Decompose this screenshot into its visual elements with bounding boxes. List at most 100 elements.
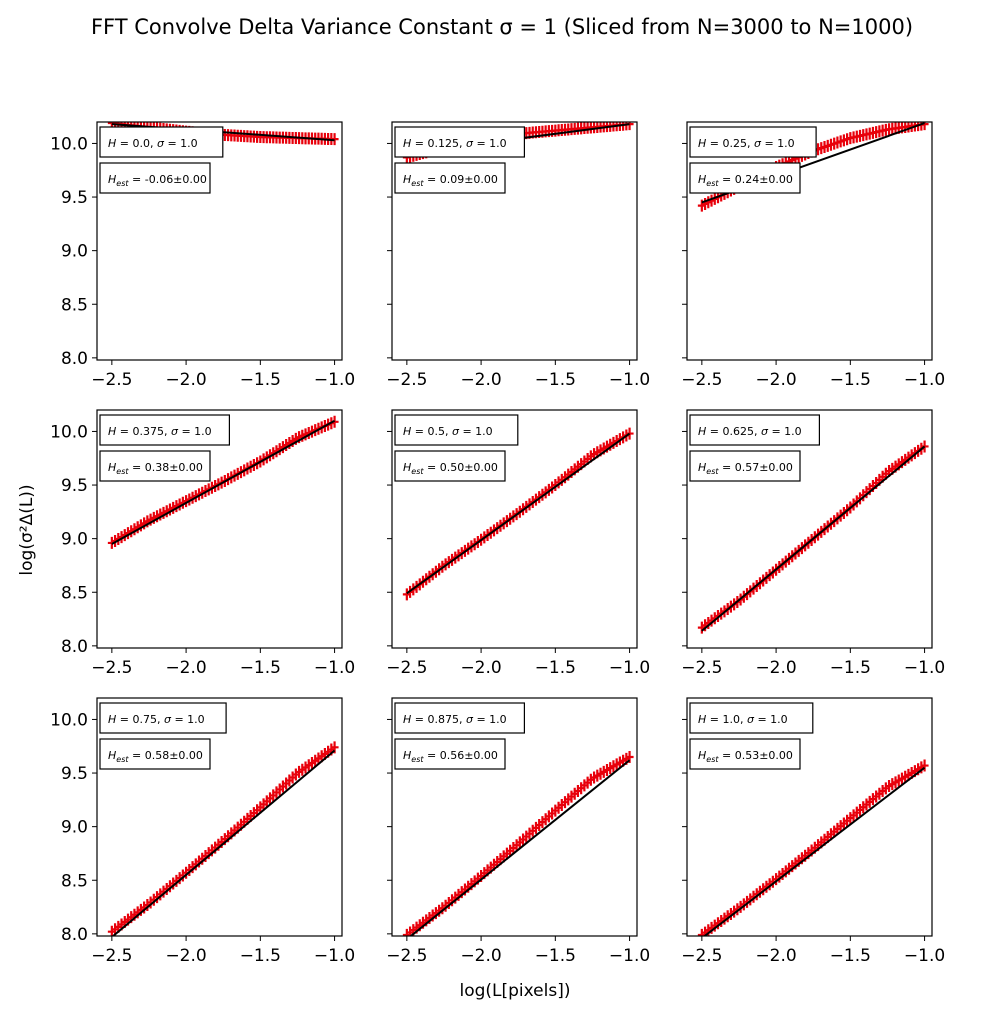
label-box-h: H = 0.25, σ = 1.0 <box>689 126 817 158</box>
annotation-text: H = 0.625, σ = 1.0 <box>698 425 802 438</box>
x-tick-label: −1.0 <box>314 658 355 678</box>
x-tick-label: −1.5 <box>240 370 281 390</box>
x-tick-label: −2.5 <box>681 946 722 966</box>
x-tick-label: −2.5 <box>386 658 427 678</box>
annotation-text: Hest = 0.58±0.00 <box>108 749 203 764</box>
x-tick-label: −1.5 <box>240 946 281 966</box>
label-box-hest: Hest = 0.50±0.00 <box>394 450 506 482</box>
fit-line <box>701 445 926 632</box>
axes-frame <box>391 121 638 361</box>
label-box-h: H = 1.0, σ = 1.0 <box>689 702 814 734</box>
x-tick-label: −1.5 <box>535 658 576 678</box>
plot-area <box>402 427 634 601</box>
subplot-8: −2.5 −2.0 −1.5 −1.0 H = 0.875, σ = 1.0 Hest =… <box>386 697 650 966</box>
label-box-h: H = 0.125, σ = 1.0 <box>394 126 525 158</box>
annotation-text: H = 0.75, σ = 1.0 <box>108 713 205 726</box>
figure-title: FFT Convolve Delta Variance Constant σ =… <box>91 15 913 39</box>
annotation-box <box>689 702 814 734</box>
x-tick-label: −1.0 <box>904 658 945 678</box>
annotation-box <box>394 162 506 194</box>
annotation-box <box>99 414 230 446</box>
x-tick-label: −2.0 <box>755 658 796 678</box>
annotation-box <box>689 162 801 194</box>
y-tick-label: 9.5 <box>61 764 88 784</box>
fit-line <box>409 759 631 936</box>
axes-frame <box>686 121 933 361</box>
annotation-text: Hest = 0.50±0.00 <box>403 461 498 476</box>
subplot-6: −2.5 −2.0 −1.5 −1.0 H = 0.625, σ = 1.0 Hest =… <box>681 409 945 678</box>
fit-line <box>111 749 336 936</box>
label-box-hest: Hest = 0.38±0.00 <box>99 450 211 482</box>
plot-area <box>697 440 929 634</box>
x-tick-label: −2.0 <box>460 946 501 966</box>
label-box-h: H = 0.75, σ = 1.0 <box>99 702 227 734</box>
subplot-1: −2.5 −2.0 −1.5 −1.0 8.0 8.5 9.0 9.5 10.0 H = 0.0,… <box>50 121 355 390</box>
y-tick-label: 9.5 <box>61 476 88 496</box>
data-point <box>920 440 929 453</box>
y-tick-label: 9.0 <box>61 530 88 550</box>
subplot-9: −2.5 −2.0 −1.5 −1.0 H = 1.0, σ = 1.0 Hest = 0… <box>681 697 945 966</box>
annotation-text: H = 0.5, σ = 1.0 <box>403 425 493 438</box>
annotation-box <box>394 702 525 734</box>
subplot-2: −2.5 −2.0 −1.5 −1.0 H = 0.125, σ = 1.0 Hest =… <box>386 121 650 390</box>
plot-area <box>107 415 339 549</box>
plot-area <box>107 741 339 936</box>
x-tick-label: −2.5 <box>91 370 132 390</box>
axes-frame <box>96 697 343 937</box>
x-tick-label: −2.5 <box>681 658 722 678</box>
annotation-text: Hest = 0.38±0.00 <box>108 461 203 476</box>
y-tick-label: 8.0 <box>61 925 88 945</box>
x-tick-label: −2.0 <box>165 370 206 390</box>
annotation-text: H = 0.125, σ = 1.0 <box>403 137 507 150</box>
y-tick-label: 10.0 <box>50 134 88 154</box>
label-box-h: H = 0.5, σ = 1.0 <box>394 414 519 446</box>
y-tick-label: 9.0 <box>61 242 88 262</box>
annotation-text: H = 0.0, σ = 1.0 <box>108 137 198 150</box>
y-tick-label: 8.5 <box>61 871 88 891</box>
annotation-text: H = 1.0, σ = 1.0 <box>698 713 788 726</box>
axes-frame <box>686 697 933 937</box>
annotation-box <box>99 702 227 734</box>
y-axis-label: log(σ²Δ(L)) <box>17 484 37 575</box>
fit-line <box>406 432 631 595</box>
label-box-hest: Hest = 0.53±0.00 <box>689 738 801 770</box>
label-box-hest: Hest = 0.57±0.00 <box>689 450 801 482</box>
label-box-h: H = 0.0, σ = 1.0 <box>99 126 224 158</box>
x-tick-label: −2.0 <box>460 370 501 390</box>
axes-frame <box>96 121 343 361</box>
plot-area <box>697 759 929 936</box>
subplot-7: −2.5 −2.0 −1.5 −1.0 8.0 8.5 9.0 9.5 10.0 H = 0.75… <box>50 697 355 966</box>
x-tick-label: −1.0 <box>609 658 650 678</box>
x-tick-label: −1.0 <box>314 370 355 390</box>
y-tick-label: 8.5 <box>61 583 88 603</box>
annotation-box <box>394 738 506 770</box>
axes-frame <box>391 409 638 649</box>
y-tick-label: 10.0 <box>50 710 88 730</box>
x-tick-label: −2.0 <box>460 658 501 678</box>
label-box-hest: Hest = 0.24±0.00 <box>689 162 801 194</box>
subplot-5: −2.5 −2.0 −1.5 −1.0 H = 0.5, σ = 1.0 Hest = 0… <box>386 409 650 678</box>
x-tick-label: −1.5 <box>830 946 871 966</box>
subplot-4: −2.5 −2.0 −1.5 −1.0 8.0 8.5 9.0 9.5 10.0 H = 0.37… <box>50 409 355 678</box>
x-tick-label: −2.0 <box>165 658 206 678</box>
label-box-hest: Hest = 0.56±0.00 <box>394 738 506 770</box>
x-tick-label: −1.0 <box>904 946 945 966</box>
annotation-text: H = 0.25, σ = 1.0 <box>698 137 795 150</box>
x-axis-label: log(L[pixels]) <box>459 981 570 1001</box>
annotation-box <box>99 450 211 482</box>
x-tick-label: −2.0 <box>755 370 796 390</box>
axes-frame <box>391 697 638 937</box>
label-box-hest: Hest = 0.09±0.00 <box>394 162 506 194</box>
x-tick-label: −2.5 <box>91 946 132 966</box>
y-tick-label: 8.0 <box>61 349 88 369</box>
annotation-box <box>689 450 801 482</box>
annotation-box <box>394 414 519 446</box>
x-tick-label: −2.5 <box>386 946 427 966</box>
x-tick-label: −1.0 <box>609 370 650 390</box>
plot-area <box>402 750 634 936</box>
annotation-box <box>99 126 224 158</box>
x-tick-label: −1.5 <box>830 370 871 390</box>
annotation-text: Hest = 0.56±0.00 <box>403 749 498 764</box>
annotation-text: Hest = 0.53±0.00 <box>698 749 793 764</box>
